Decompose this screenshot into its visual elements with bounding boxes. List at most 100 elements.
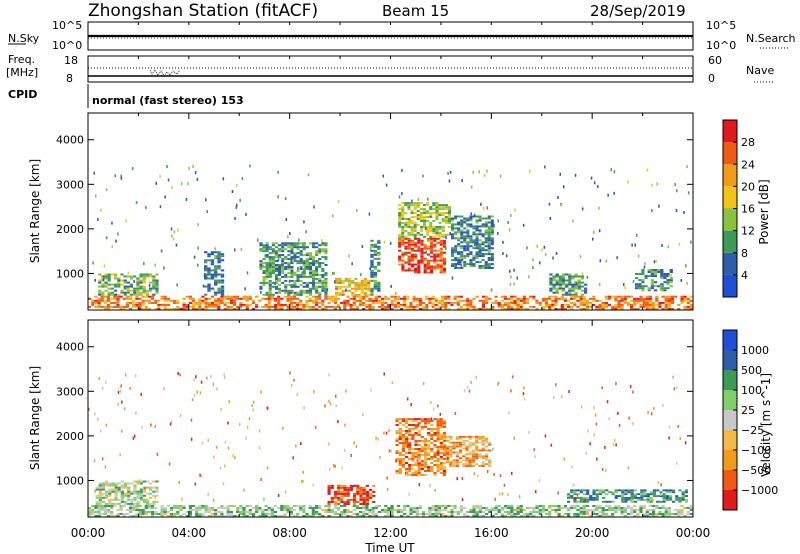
data-cell bbox=[327, 484, 331, 487]
data-cell bbox=[516, 299, 520, 302]
data-cell bbox=[289, 371, 291, 375]
data-cell bbox=[315, 252, 319, 255]
data-cell bbox=[293, 281, 297, 284]
data-cell bbox=[274, 270, 278, 272]
data-cell bbox=[617, 505, 621, 507]
data-cell bbox=[561, 287, 566, 290]
data-cell bbox=[482, 206, 485, 210]
data-cell bbox=[381, 297, 385, 300]
nsky-left-tick-bottom: 10^0 bbox=[52, 39, 82, 52]
data-cell bbox=[433, 456, 437, 458]
data-cell bbox=[469, 303, 473, 306]
data-cell bbox=[529, 507, 533, 509]
data-cell bbox=[586, 493, 590, 496]
data-cell bbox=[182, 297, 186, 300]
data-cell bbox=[427, 446, 431, 448]
data-cell bbox=[133, 492, 137, 495]
data-cell bbox=[427, 434, 431, 436]
data-cell bbox=[324, 250, 328, 253]
data-cell bbox=[299, 273, 303, 276]
data-cell bbox=[426, 216, 430, 218]
data-cell bbox=[299, 293, 303, 296]
data-cell bbox=[400, 509, 404, 511]
data-cell bbox=[207, 303, 211, 306]
data-cell bbox=[429, 208, 433, 211]
data-cell bbox=[278, 270, 282, 272]
data-cell bbox=[104, 277, 108, 280]
data-cell bbox=[324, 252, 328, 255]
data-cell bbox=[136, 490, 140, 493]
data-cell bbox=[212, 498, 215, 502]
data-cell bbox=[427, 468, 431, 470]
data-cell bbox=[281, 254, 285, 257]
data-cell bbox=[401, 458, 405, 460]
data-cell bbox=[373, 285, 378, 288]
data-cell bbox=[457, 231, 461, 234]
data-cell bbox=[343, 303, 347, 306]
data-cell bbox=[586, 491, 590, 494]
data-cell bbox=[427, 418, 431, 421]
data-cell bbox=[667, 301, 671, 304]
data-cell bbox=[210, 275, 215, 278]
data-cell bbox=[463, 237, 467, 240]
data-cell bbox=[624, 500, 628, 503]
data-cell bbox=[667, 245, 670, 249]
data-cell bbox=[463, 247, 467, 250]
data-cell bbox=[105, 236, 108, 240]
data-cell bbox=[293, 378, 295, 382]
data-cell bbox=[478, 509, 482, 511]
data-cell bbox=[220, 297, 224, 300]
data-cell bbox=[117, 285, 121, 288]
data-cell bbox=[160, 515, 164, 517]
data-cell bbox=[513, 515, 517, 517]
data-cell bbox=[574, 280, 576, 284]
data-cell bbox=[440, 513, 445, 515]
data-cell bbox=[684, 441, 687, 445]
data-cell bbox=[407, 258, 409, 262]
data-cell bbox=[409, 301, 413, 304]
data-cell bbox=[404, 212, 408, 214]
data-cell bbox=[423, 474, 428, 476]
data-cell bbox=[127, 502, 131, 505]
data-cell bbox=[163, 509, 167, 511]
data-cell bbox=[439, 466, 443, 468]
data-cell bbox=[163, 305, 167, 308]
data-cell bbox=[471, 465, 476, 467]
data-cell bbox=[510, 389, 512, 393]
data-cell bbox=[422, 174, 424, 178]
data-cell bbox=[116, 303, 120, 306]
data-cell bbox=[161, 249, 163, 253]
data-cell bbox=[439, 257, 443, 260]
data-cell bbox=[656, 489, 660, 492]
data-cell bbox=[357, 285, 361, 288]
data-cell bbox=[160, 511, 164, 513]
data-cell bbox=[245, 212, 247, 216]
data-cell bbox=[214, 293, 218, 296]
colorbar-segment bbox=[723, 164, 737, 187]
data-cell bbox=[308, 293, 312, 296]
data-cell bbox=[217, 305, 221, 308]
data-cell bbox=[439, 424, 443, 426]
data-cell bbox=[475, 439, 479, 442]
data-cell bbox=[410, 249, 414, 252]
data-cell bbox=[386, 476, 388, 480]
data-cell bbox=[427, 444, 431, 446]
data-cell bbox=[457, 253, 461, 256]
data-cell bbox=[224, 440, 227, 444]
data-cell bbox=[284, 287, 288, 290]
data-cell bbox=[439, 243, 443, 246]
data-cell bbox=[265, 256, 269, 259]
data-cell bbox=[484, 441, 489, 444]
data-cell bbox=[410, 247, 414, 250]
data-cell bbox=[368, 511, 372, 513]
data-cell bbox=[466, 233, 470, 236]
data-cell bbox=[138, 308, 142, 310]
data-cell bbox=[617, 509, 621, 511]
data-cell bbox=[487, 239, 491, 242]
data-cell bbox=[437, 509, 441, 511]
data-cell bbox=[139, 494, 143, 497]
data-cell bbox=[413, 206, 417, 209]
data-cell bbox=[204, 269, 208, 272]
data-cell bbox=[94, 278, 96, 282]
